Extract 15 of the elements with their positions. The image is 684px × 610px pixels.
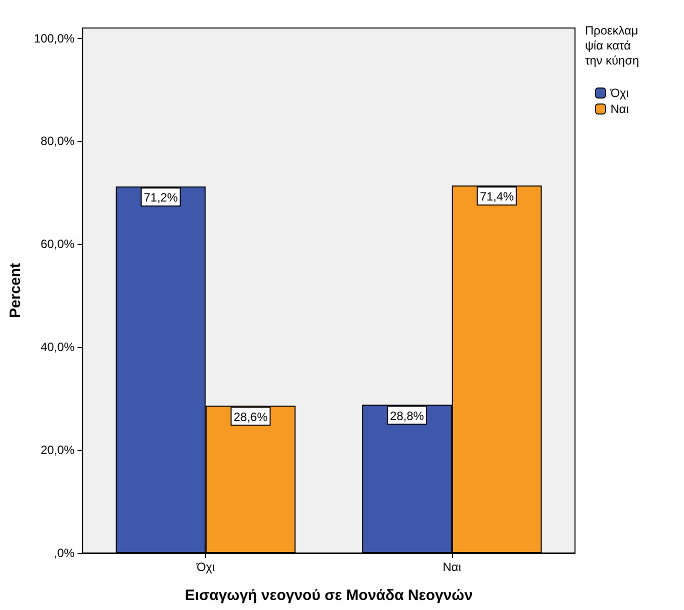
y-axis-title: Percent [7, 262, 24, 318]
y-tick-label: 80,0% [40, 134, 75, 148]
legend-title: Προεκλαμψία κατά την κύηση [585, 24, 640, 68]
data-label: 28,6% [234, 410, 268, 424]
y-tick-label: 20,0% [40, 443, 75, 458]
data-label: 71,2% [144, 190, 178, 205]
data-label: 71,4% [480, 190, 514, 204]
y-tick-label: 60,0% [40, 237, 75, 252]
y-tick-label: ,0% [54, 546, 75, 560]
data-label: 28,8% [390, 408, 424, 423]
x-axis-title: Εισαγωγή νεογνού σε Μονάδα Νεογνών [184, 587, 473, 604]
y-tick-label: 40,0% [40, 340, 75, 354]
legend-label: Ναι [610, 102, 630, 116]
y-tick-label: 100,0% [34, 31, 75, 46]
legend-label: Όχι [610, 86, 630, 100]
